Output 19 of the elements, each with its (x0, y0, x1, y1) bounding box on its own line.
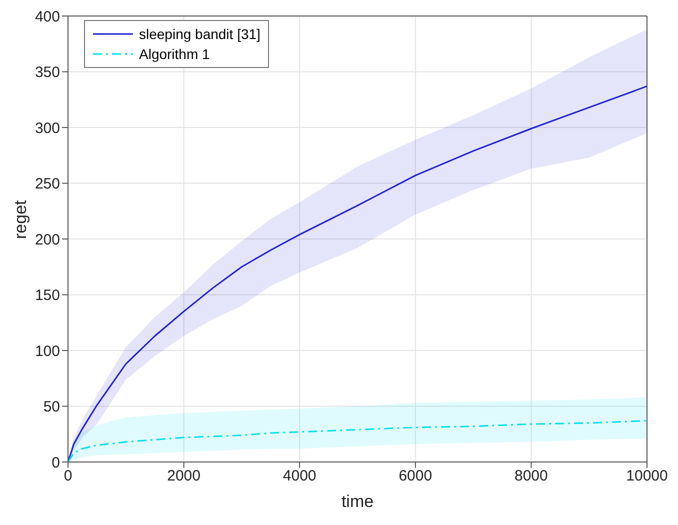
y-tick-label: 400 (34, 8, 60, 26)
y-tick-label: 50 (43, 398, 60, 416)
y-tick-label: 250 (34, 176, 60, 193)
x-axis-title: time (341, 492, 374, 511)
y-tick-label: 350 (34, 64, 60, 82)
y-tick-label: 0 (52, 454, 60, 472)
x-tick-label: 8000 (514, 468, 548, 485)
y-tick-label: 300 (34, 120, 60, 137)
legend-label: Algorithm 1 (139, 46, 210, 62)
y-tick-label: 200 (34, 231, 60, 248)
x-tick-label: 6000 (398, 468, 432, 485)
legend-label: sleeping bandit [31] (139, 26, 260, 42)
y-axis-title: reget (11, 200, 30, 239)
x-tick-label: 2000 (167, 468, 200, 485)
x-tick-label: 4000 (282, 468, 316, 485)
x-tick-label: 10000 (626, 468, 668, 485)
x-tick-label: 0 (64, 468, 72, 485)
y-tick-label: 100 (34, 342, 60, 360)
y-tick-label: 150 (34, 287, 60, 304)
